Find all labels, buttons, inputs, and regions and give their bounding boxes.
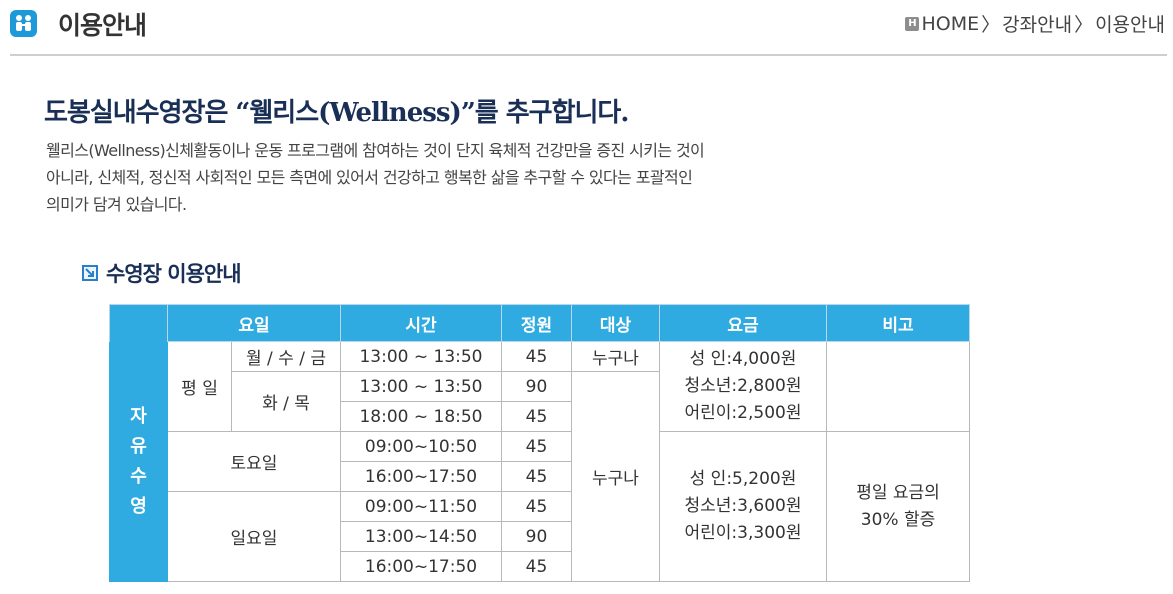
header-day: 요일 — [167, 304, 341, 342]
fee-line: 성 인:5,200원 — [689, 469, 797, 489]
table-row: 13:00~14:50 90 — [110, 521, 970, 552]
header-target: 대상 — [571, 304, 660, 342]
table-row: 18:00 ~ 18:50 45 — [110, 401, 970, 432]
target-cell: 누구나 — [571, 371, 660, 582]
header-note: 비고 — [826, 304, 970, 342]
fee-line: 성 인:4,000원 — [689, 349, 797, 369]
fee-line: 어린이:3,300원 — [684, 523, 802, 543]
capacity-cell: 45 — [501, 551, 572, 582]
table-header-row: 요일 시간 정원 대상 요금 비고 — [109, 304, 970, 342]
tt-label: 화 / 목 — [231, 371, 341, 432]
weekday-note-cell — [826, 341, 970, 432]
breadcrumb-course[interactable]: 강좌안내 — [1002, 14, 1073, 36]
pool-fee-table: 요일 시간 정원 대상 요금 비고 자 유 수 영 평 일 월 / 수 / 금 … — [109, 304, 970, 582]
capacity-cell: 90 — [501, 371, 572, 402]
mwf-label: 월 / 수 / 금 — [231, 341, 341, 372]
side-char: 자 — [130, 405, 147, 427]
intro-line: 웰리스(Wellness)신체활동이나 운동 프로그램에 참여하는 것이 단지 … — [46, 141, 705, 160]
header-time: 시간 — [340, 304, 502, 342]
header-divider — [10, 54, 1167, 56]
table-corner — [109, 304, 168, 342]
time-cell: 16:00~17:50 — [340, 461, 502, 492]
table-row: 화 / 목 13:00 ~ 13:50 90 누구나 — [110, 371, 970, 582]
note-line: 평일 요금의 — [856, 482, 940, 503]
section-title: 수영장 이용안내 — [106, 262, 242, 286]
page-title: 이용안내 — [58, 11, 147, 40]
time-cell: 13:00 ~ 13:50 — [340, 371, 502, 402]
table-row: 자 유 수 영 평 일 월 / 수 / 금 13:00 ~ 13:50 45 누… — [109, 341, 970, 582]
header-fee: 요금 — [659, 304, 827, 342]
page-header: 이용안내 H HOME 〉 강좌안내 〉 이용안내 — [0, 0, 1173, 54]
breadcrumb-home[interactable]: HOME — [921, 12, 980, 35]
fee-line: 청소년:2,800원 — [684, 376, 802, 396]
intro-line: 아니라, 신체적, 정신적 사회적인 모든 측면에 있어서 건강하고 행복한 삶… — [46, 168, 693, 187]
table-row: 토요일 09:00~10:50 45 성 인:5,200원 청소년:3,600원… — [110, 431, 970, 582]
time-cell: 09:00~10:50 — [340, 431, 502, 462]
intro-line: 의미가 담겨 있습니다. — [46, 195, 187, 214]
sunday-label: 일요일 — [167, 491, 341, 582]
table-row: 16:00~17:50 45 — [110, 551, 970, 582]
intro-headline: 도봉실내수영장은 “웰리스(Wellness)”를 추구합니다. — [44, 98, 629, 128]
capacity-cell: 90 — [501, 521, 572, 552]
section-heading: 수영장 이용안내 — [82, 258, 242, 288]
note-line: 30% 할증 — [860, 509, 936, 530]
intro-text: 웰리스(Wellness)신체활동이나 운동 프로그램에 참여하는 것이 단지 … — [46, 137, 846, 218]
time-cell: 16:00~17:50 — [340, 551, 502, 582]
capacity-cell: 45 — [501, 341, 572, 372]
time-cell: 13:00~14:50 — [340, 521, 502, 552]
arrow-down-right-icon — [82, 265, 98, 281]
free-swim-label: 자 유 수 영 — [109, 341, 168, 582]
header-capacity: 정원 — [501, 304, 572, 342]
capacity-cell: 45 — [501, 401, 572, 432]
table-row: 16:00~17:50 45 — [110, 461, 970, 492]
time-cell: 09:00~11:50 — [340, 491, 502, 522]
saturday-label: 토요일 — [167, 431, 341, 492]
people-icon — [10, 10, 37, 37]
side-char: 수 — [130, 465, 147, 487]
capacity-cell: 45 — [501, 491, 572, 522]
time-cell: 13:00 ~ 13:50 — [340, 341, 502, 372]
breadcrumb-separator-icon: 〉 — [981, 14, 1001, 36]
table-row: 일요일 09:00~11:50 45 — [110, 491, 970, 582]
home-icon: H — [905, 16, 920, 31]
breadcrumb-current: 이용안내 — [1095, 14, 1165, 36]
weekend-note-cell: 평일 요금의 30% 할증 — [826, 431, 970, 582]
time-cell: 18:00 ~ 18:50 — [340, 401, 502, 432]
breadcrumb-separator-icon: 〉 — [1074, 14, 1094, 36]
weekday-label: 평 일 — [167, 341, 232, 432]
weekend-fee-cell: 성 인:5,200원 청소년:3,600원 어린이:3,300원 — [659, 431, 827, 582]
target-cell: 누구나 — [571, 341, 660, 372]
capacity-cell: 45 — [501, 461, 572, 492]
fee-line: 청소년:3,600원 — [684, 496, 802, 516]
capacity-cell: 45 — [501, 431, 572, 462]
side-char: 유 — [130, 435, 147, 457]
fee-line: 어린이:2,500원 — [684, 403, 802, 423]
side-char: 영 — [130, 495, 147, 517]
weekday-fee-cell: 성 인:4,000원 청소년:2,800원 어린이:2,500원 — [659, 341, 827, 432]
breadcrumb: H HOME 〉 강좌안내 〉 이용안내 — [905, 10, 1167, 37]
